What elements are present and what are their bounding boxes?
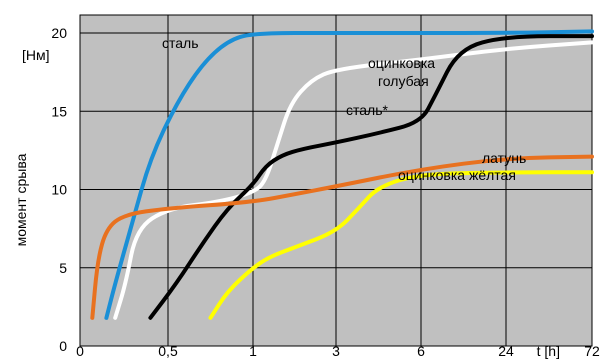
y-axis-label: момент срыва xyxy=(13,153,29,246)
y-tick-label: 0 xyxy=(59,338,67,354)
series-line xyxy=(148,34,594,320)
series-label: голубая xyxy=(378,73,429,89)
series-line xyxy=(104,29,594,320)
series-label: сталь* xyxy=(346,102,389,118)
series-label: сталь xyxy=(162,35,199,51)
y-tick-label: 10 xyxy=(51,182,67,198)
y-tick-label: 20 xyxy=(51,25,67,41)
y-tick-labels: 0 5 10 15 20 xyxy=(51,25,67,354)
x-tick-label: 24 xyxy=(498,343,514,359)
x-axis-label: t [h] xyxy=(537,343,560,359)
x-tick-label: 0,5 xyxy=(158,343,178,359)
series-label: оцинковка xyxy=(368,55,435,71)
series-line xyxy=(208,170,594,320)
x-tick-label: 72 xyxy=(584,343,600,359)
series-line xyxy=(90,154,594,320)
x-tick-label: 1 xyxy=(249,343,257,359)
x-tick-labels: 0 0,5 1 3 6 24 72 xyxy=(76,343,600,359)
series-label: латунь xyxy=(482,150,526,166)
x-tick-label: 6 xyxy=(417,343,425,359)
y-tick-label: 15 xyxy=(51,103,67,119)
series-lines xyxy=(90,29,594,320)
series-line xyxy=(113,40,594,320)
x-tick-label: 3 xyxy=(332,343,340,359)
series-labels: сталь оцинковка голубая сталь* латуньоцинков… xyxy=(162,35,526,183)
x-tick-label: 0 xyxy=(76,343,84,359)
series-label: оцинковка жёлтая xyxy=(398,167,516,183)
y-axis-unit: [Нм] xyxy=(22,47,50,63)
y-tick-label: 5 xyxy=(59,260,67,276)
